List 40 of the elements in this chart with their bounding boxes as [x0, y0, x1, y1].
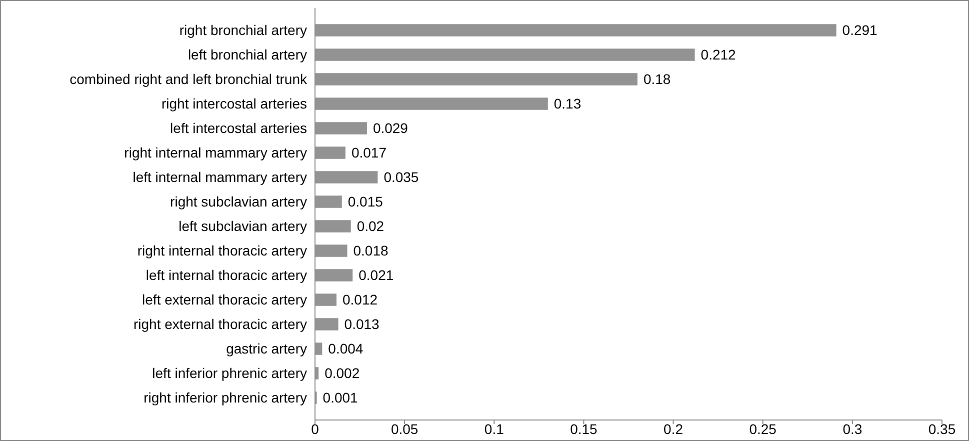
x-tick-label: 0 [311, 420, 320, 437]
data-label: 0.035 [384, 169, 419, 186]
y-tick-label: right external thoracic artery [133, 316, 307, 332]
x-tick-label: 0.05 [390, 420, 418, 437]
y-tick-label: right intercostal arteries [161, 96, 307, 112]
data-label: 0.021 [358, 267, 394, 284]
y-tick-label: left internal thoracic artery [146, 267, 307, 284]
data-label: 0.13 [554, 96, 582, 112]
y-tick-label: right internal thoracic artery [137, 242, 307, 259]
data-label: 0.029 [372, 120, 408, 136]
data-label: 0.18 [643, 71, 671, 88]
y-tick-label: left external thoracic artery [142, 292, 307, 308]
x-tick-label: 0.15 [570, 420, 598, 437]
y-tick-label: gastric artery [226, 340, 307, 357]
data-label: 0.291 [842, 22, 878, 38]
x-tick-label: 0.1 [484, 420, 504, 437]
y-tick-label: right inferior phrenic artery [144, 390, 307, 406]
y-tick-label: right bronchial artery [179, 22, 307, 38]
y-tick-label: right subclavian artery [170, 194, 307, 210]
data-label: 0.004 [328, 340, 364, 357]
y-tick-label: left internal mammary artery [132, 169, 307, 186]
y-tick-label: left intercostal arteries [170, 120, 307, 136]
x-tick-label: 0.2 [664, 420, 684, 437]
data-label: 0.015 [348, 194, 384, 210]
x-tick-label: 0.35 [928, 420, 956, 437]
x-tick-label: 0.3 [842, 420, 862, 437]
data-label: 0.012 [342, 292, 378, 308]
data-label: 0.002 [324, 365, 360, 382]
y-tick-label: left inferior phrenic artery [152, 365, 307, 382]
y-tick-label: left subclavian artery [178, 218, 307, 234]
data-label: 0.212 [700, 46, 736, 63]
y-tick-label: combined right and left bronchial trunk [70, 71, 308, 88]
y-tick-label: left bronchial artery [188, 46, 307, 63]
data-label: 0.018 [353, 242, 388, 259]
data-label: 0.017 [351, 144, 387, 161]
y-tick-label: right internal mammary artery [124, 144, 307, 161]
data-label: 0.001 [322, 390, 358, 406]
data-label: 0.013 [344, 316, 380, 332]
data-label: 0.02 [356, 218, 384, 234]
x-tick-label: 0.25 [749, 420, 777, 437]
